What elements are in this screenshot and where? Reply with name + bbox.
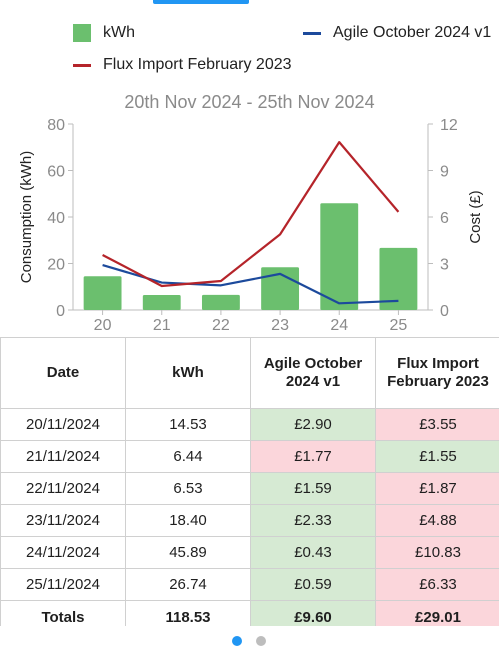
x-tick-label: 23	[271, 317, 289, 334]
table-row: 23/11/2024 18.40 £2.33 £4.88	[1, 505, 499, 537]
table-row: 24/11/2024 45.89 £0.43 £10.83	[1, 537, 499, 569]
header-agile[interactable]: Agile October 2024 v1	[251, 338, 376, 409]
table-row: 21/11/2024 6.44 £1.77 £1.55	[1, 441, 499, 473]
cell-agile-cost: £2.90	[251, 409, 376, 441]
cell-date: 24/11/2024	[1, 537, 126, 569]
comparison-table: Date kWh Agile October 2024 v1 Flux Impo…	[0, 337, 499, 626]
cell-flux-cost: £3.55	[376, 409, 499, 441]
x-tick-label: 22	[212, 317, 230, 334]
chart-legend: kWh Agile October 2024 v1 Flux Import Fe…	[0, 0, 499, 90]
cell-flux-cost: £6.33	[376, 569, 499, 601]
x-tick-label: 25	[390, 317, 408, 334]
legend-swatch-agile	[303, 32, 321, 35]
bar-kwh	[202, 295, 240, 310]
y-tick-label: 40	[47, 210, 65, 227]
table-row: 22/11/2024 6.53 £1.59 £1.87	[1, 473, 499, 505]
cell-flux-cost: £1.55	[376, 441, 499, 473]
cell-agile-cost: £0.59	[251, 569, 376, 601]
cell-kwh: 45.89	[126, 537, 251, 569]
totals-agile-cost: £9.60	[251, 601, 376, 627]
cell-flux-cost: £4.88	[376, 505, 499, 537]
cell-flux-cost: £10.83	[376, 537, 499, 569]
page-indicator	[0, 630, 499, 640]
y2-tick-label: 9	[440, 164, 449, 181]
consumption-cost-chart: 0 20 40 60 80 0 3 6 9 12 Consumption (kWh) Cost (£)…	[0, 110, 499, 335]
legend-item-agile[interactable]: Agile October 2024 v1	[303, 24, 491, 42]
totals-row: Totals 118.53 £9.60 £29.01	[1, 601, 499, 627]
bar-kwh	[143, 295, 181, 310]
legend-label-kwh: kWh	[103, 24, 135, 42]
legend-item-kwh[interactable]: kWh	[73, 24, 135, 42]
y2-axis-title: Cost (£)	[467, 190, 484, 243]
cell-flux-cost: £1.87	[376, 473, 499, 505]
y-tick-label: 60	[47, 164, 65, 181]
cell-date: 20/11/2024	[1, 409, 126, 441]
x-tick-label: 20	[94, 317, 112, 334]
cell-agile-cost: £0.43	[251, 537, 376, 569]
y2-tick-label: 3	[440, 257, 449, 274]
header-flux[interactable]: Flux Import February 2023	[376, 338, 499, 409]
page-dot[interactable]	[256, 636, 266, 646]
y-tick-label: 20	[47, 257, 65, 274]
x-tick-label: 21	[153, 317, 171, 334]
y2-tick-label: 0	[440, 303, 449, 320]
cell-kwh: 14.53	[126, 409, 251, 441]
totals-label: Totals	[1, 601, 126, 627]
x-tick-label: 24	[330, 317, 348, 334]
y2-tick-label: 12	[440, 117, 458, 134]
table-header-row: Date kWh Agile October 2024 v1 Flux Impo…	[1, 338, 499, 409]
cell-date: 23/11/2024	[1, 505, 126, 537]
legend-label-agile: Agile October 2024 v1	[333, 24, 491, 42]
totals-flux-cost: £29.01	[376, 601, 499, 627]
legend-item-flux[interactable]: Flux Import February 2023	[73, 56, 292, 74]
table-row: 20/11/2024 14.53 £2.90 £3.55	[1, 409, 499, 441]
cell-date: 25/11/2024	[1, 569, 126, 601]
cell-date: 22/11/2024	[1, 473, 126, 505]
cell-agile-cost: £1.77	[251, 441, 376, 473]
bar-kwh	[320, 203, 358, 310]
cell-agile-cost: £2.33	[251, 505, 376, 537]
totals-kwh: 118.53	[126, 601, 251, 627]
legend-label-flux: Flux Import February 2023	[103, 56, 292, 74]
header-date[interactable]: Date	[1, 338, 126, 409]
cell-kwh: 18.40	[126, 505, 251, 537]
y-axis-title: Consumption (kWh)	[18, 151, 35, 284]
page-dot-active[interactable]	[232, 636, 242, 646]
legend-swatch-flux	[73, 64, 91, 67]
y-tick-label: 80	[47, 117, 65, 134]
legend-swatch-kwh	[73, 24, 91, 42]
cell-kwh: 6.53	[126, 473, 251, 505]
y2-tick-label: 6	[440, 210, 449, 227]
header-kwh[interactable]: kWh	[126, 338, 251, 409]
cell-kwh: 6.44	[126, 441, 251, 473]
y-tick-label: 0	[56, 303, 65, 320]
bar-kwh	[84, 276, 122, 310]
table-row: 25/11/2024 26.74 £0.59 £6.33	[1, 569, 499, 601]
cell-date: 21/11/2024	[1, 441, 126, 473]
cell-kwh: 26.74	[126, 569, 251, 601]
cell-agile-cost: £1.59	[251, 473, 376, 505]
